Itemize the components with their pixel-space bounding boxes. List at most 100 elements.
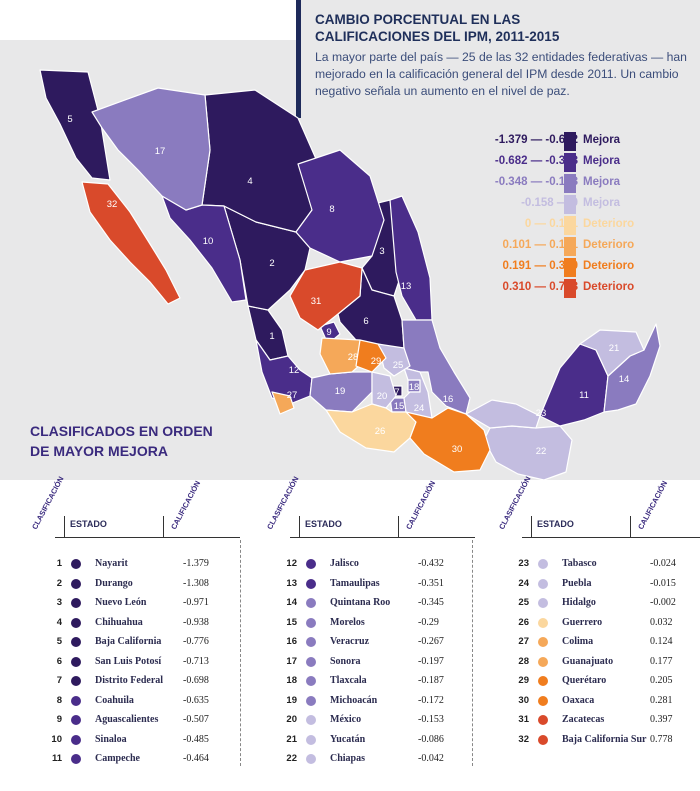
row-rank: 19 (286, 694, 297, 706)
state-number-label: 10 (203, 236, 214, 247)
row-state-name: Morelos (330, 616, 365, 628)
header-divider (398, 516, 399, 538)
state-number-label: 15 (394, 401, 405, 412)
row-color-dot (71, 676, 81, 686)
row-color-dot (71, 617, 81, 628)
row-state-name: Chihuahua (95, 616, 143, 628)
row-score: -0.29 (418, 616, 439, 628)
ranking-title: CLASIFICADOS EN ORDEN DE MAYOR MEJORA (30, 421, 250, 461)
legend-range: 0.101 — 0.191 (502, 239, 578, 251)
state-number-label: 29 (371, 356, 382, 367)
row-rank: 16 (286, 636, 297, 647)
row-rank: 5 (56, 636, 62, 647)
row-state-name: Hidalgo (562, 597, 596, 608)
row-score: -0.485 (183, 733, 209, 745)
header-underline (522, 537, 700, 538)
row-state-name: Zacatecas (562, 714, 605, 725)
table-row: 27 Colima 0.124 (487, 633, 700, 652)
row-state-name: Chiapas (330, 753, 366, 764)
state-number-label: 2 (269, 258, 274, 269)
row-score: -0.024 (650, 558, 676, 569)
legend-label: Deterioro (583, 260, 635, 272)
state-shape (403, 367, 433, 423)
row-score: 0.032 (650, 616, 673, 628)
state-number-label: 12 (289, 365, 300, 376)
row-state-name: Campeche (95, 753, 140, 764)
state-shape (405, 407, 491, 473)
state-5: 5 (39, 69, 111, 181)
state-number-label: 20 (377, 391, 388, 402)
table-row: 24 Puebla -0.015 (487, 575, 700, 594)
header-divider (531, 516, 532, 538)
row-color-dot (538, 578, 548, 589)
row-state-name: Sonora (330, 655, 361, 667)
legend-swatch (564, 279, 576, 298)
row-color-dot (71, 715, 81, 725)
legend-swatch (564, 195, 576, 214)
table-row: 7 Distrito Federal -0.698 (20, 672, 242, 691)
row-rank: 7 (56, 675, 62, 686)
state-23: 23 (465, 399, 547, 429)
legend-label: Deterioro (583, 239, 635, 251)
header-divider (163, 516, 164, 538)
table-row: 31 Zacatecas 0.397 (487, 711, 700, 730)
table-row: 19 Michoacán -0.172 (255, 692, 477, 711)
table-row: 10 Sinaloa -0.485 (20, 731, 242, 750)
row-score: -0.432 (418, 558, 444, 569)
header-state: ESTADO (70, 519, 107, 529)
header-rank: CLASIFICACIÓN (265, 474, 301, 531)
state-number-label: 30 (452, 444, 463, 455)
ranking-column: CLASIFICACIÓN ESTADO CALIFICACIÓN 12 Jalisco… (255, 475, 477, 770)
state-number-label: 7 (394, 387, 399, 398)
state-shape (579, 329, 645, 377)
state-number-label: 23 (536, 408, 547, 419)
row-score: -0.153 (418, 714, 444, 725)
row-state-name: Tamaulipas (330, 577, 380, 589)
row-score: -0.776 (183, 636, 209, 647)
row-color-dot (71, 598, 81, 608)
row-score: -0.713 (183, 655, 209, 667)
row-rank: 21 (286, 733, 297, 745)
state-shape (371, 371, 397, 409)
state-number-label: 16 (443, 394, 454, 405)
legend-range: -0.158 — 0 (521, 197, 578, 209)
row-rank: 31 (518, 714, 529, 725)
row-score: 0.177 (650, 655, 673, 667)
row-color-dot (538, 559, 548, 569)
row-color-dot (306, 715, 316, 725)
table-row: 15 Morelos -0.29 (255, 614, 477, 633)
table-row: 14 Quintana Roo -0.345 (255, 594, 477, 613)
row-score: -0.351 (418, 577, 444, 589)
row-score: -0.042 (418, 753, 444, 764)
row-state-name: Tlaxcala (330, 675, 367, 686)
table-row: 9 Aguascalientes -0.507 (20, 711, 242, 730)
ranking-title-line-2: DE MAYOR MEJORA (30, 443, 168, 459)
state-shape (539, 343, 609, 427)
row-score: -0.002 (650, 597, 676, 608)
row-state-name: Sinaloa (95, 733, 127, 745)
header-score: CALIFICACIÓN (169, 479, 203, 531)
row-state-name: Tabasco (562, 558, 597, 569)
state-shape (289, 261, 363, 331)
state-29: 29 (355, 339, 387, 373)
state-number-label: 9 (326, 327, 331, 338)
legend-range: -0.348 — -0.158 (494, 176, 578, 188)
state-24: 24 (403, 367, 433, 423)
legend-swatch (564, 174, 576, 193)
row-rank: 23 (518, 558, 529, 569)
state-number-label: 14 (619, 374, 630, 385)
state-number-label: 21 (609, 343, 620, 354)
row-color-dot (306, 656, 316, 667)
ranking-column: CLASIFICACIÓN ESTADO CALIFICACIÓN 1 Nayarit -… (20, 475, 242, 770)
row-color-dot (71, 559, 81, 569)
state-number-label: 19 (335, 386, 346, 397)
row-rank: 20 (286, 714, 297, 725)
row-score: 0.778 (650, 733, 673, 745)
header-rank: CLASIFICACIÓN (497, 474, 533, 531)
state-25: 25 (377, 343, 411, 377)
row-score: -0.172 (418, 694, 444, 706)
state-shape (483, 425, 573, 480)
state-11: 11 (539, 343, 609, 427)
header-divider (299, 516, 300, 538)
state-number-label: 1 (269, 331, 274, 342)
